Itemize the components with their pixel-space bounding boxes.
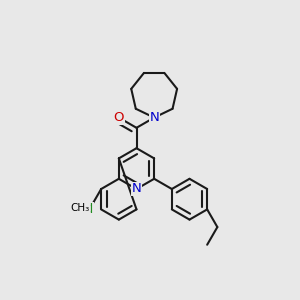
Text: N: N (132, 182, 141, 196)
Text: Cl: Cl (81, 203, 94, 216)
Text: N: N (149, 111, 159, 124)
Text: CH₃: CH₃ (70, 203, 89, 213)
Text: O: O (114, 111, 124, 124)
